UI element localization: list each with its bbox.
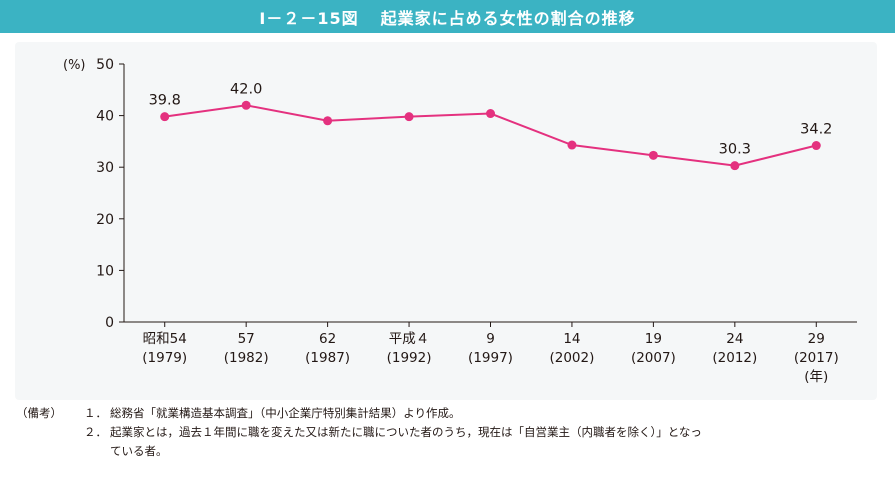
y-tick-label: 0 xyxy=(105,315,114,331)
x-tick-label-year: (2002) xyxy=(549,350,594,366)
y-tick-label: 30 xyxy=(96,160,114,176)
x-tick-label-year: (1997) xyxy=(468,350,513,366)
note-row-2: ２． 起業家とは，過去１年間に職を変えた又は新たに職についた者のうち，現在は「自… xyxy=(16,423,886,442)
data-point xyxy=(567,140,577,150)
x-tick-label-year: (1987) xyxy=(305,350,350,366)
x-tick-label-era: 平成４ xyxy=(389,331,430,347)
x-tick-label-era: 29 xyxy=(808,331,825,347)
x-tick-label-era: 62 xyxy=(319,331,336,347)
data-label: 39.8 xyxy=(149,93,181,109)
x-tick-label-year: (1979) xyxy=(142,350,187,366)
x-tick-label-era: 24 xyxy=(726,331,743,347)
note-number: １． xyxy=(84,406,107,420)
note-text: 総務省「就業構造基本調査」（中小企業庁特別集計結果）より作成。 xyxy=(110,406,461,420)
y-tick-label: 20 xyxy=(96,212,114,228)
data-point xyxy=(160,112,170,122)
figure-title-bar: Ⅰ－２－15図 起業家に占める女性の割合の推移 xyxy=(0,0,895,33)
x-tick-label-year: (2017) xyxy=(794,350,839,366)
notes-head-spacer xyxy=(16,423,84,442)
figure-title: 起業家に占める女性の割合の推移 xyxy=(380,8,636,28)
y-axis-unit: (%) xyxy=(63,58,86,73)
x-axis-unit: (年) xyxy=(804,369,828,385)
notes-head: （備考） xyxy=(16,406,62,420)
x-tick-label-year: (1992) xyxy=(387,350,432,366)
data-label: 30.3 xyxy=(719,142,751,158)
data-label: 42.0 xyxy=(230,81,262,97)
x-tick-label-era: 57 xyxy=(238,331,255,347)
data-point xyxy=(241,100,251,110)
data-point xyxy=(648,150,658,160)
x-tick-label-year: (2012) xyxy=(712,350,757,366)
data-point xyxy=(323,116,333,126)
y-tick-label: 50 xyxy=(96,57,114,73)
x-tick-label-era: 9 xyxy=(486,331,495,347)
note-text: 起業家とは，過去１年間に職を変えた又は新たに職についた者のうち，現在は「自営業主… xyxy=(110,425,702,439)
note-continuation: ている者。 xyxy=(110,444,168,458)
notes: （備考） １． 総務省「就業構造基本調査」（中小企業庁特別集計結果）より作成。 … xyxy=(16,404,886,461)
figure-number: Ⅰ－２－15図 xyxy=(259,8,359,28)
x-tick-label-year: (1982) xyxy=(224,350,269,366)
note-number: ２． xyxy=(84,425,107,439)
line-chart: 0 10 20 30 40 50 (%) 昭和54 (1979) 57 (1982) 62 (1987)… xyxy=(63,57,857,385)
chart-panel: 0 10 20 30 40 50 (%) 昭和54 (1979) 57 (1982) 62 (1987)… xyxy=(15,42,877,400)
y-tick-label: 10 xyxy=(96,263,114,279)
x-tick-label-year: (2007) xyxy=(631,350,676,366)
data-point xyxy=(811,141,821,151)
data-point xyxy=(404,112,414,122)
data-label: 34.2 xyxy=(800,122,832,138)
data-point xyxy=(730,161,740,171)
x-tick-label-era: 19 xyxy=(645,331,662,347)
data-point xyxy=(486,109,495,119)
note-row-1: （備考） １． 総務省「就業構造基本調査」（中小企業庁特別集計結果）より作成。 xyxy=(16,404,886,423)
x-tick-label-era: 昭和54 xyxy=(143,331,187,347)
x-tick-label-era: 14 xyxy=(563,331,580,347)
y-tick-label: 40 xyxy=(96,109,114,125)
